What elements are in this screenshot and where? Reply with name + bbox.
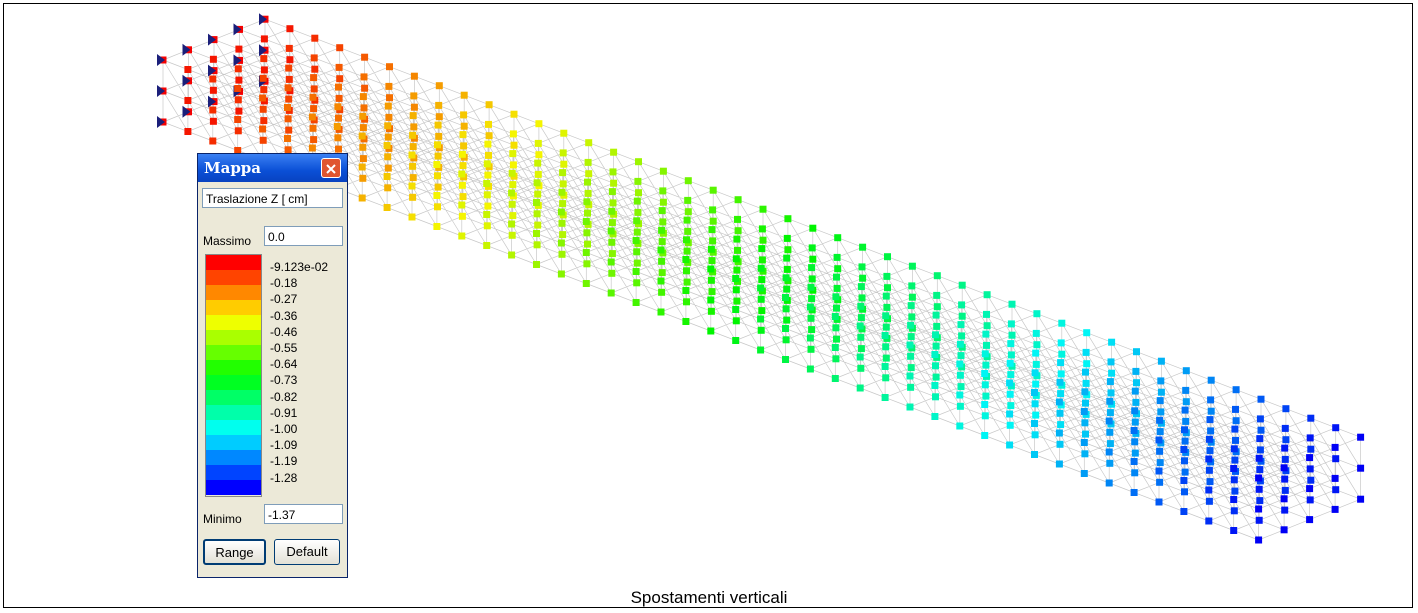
scale-label: -0.64 — [270, 358, 297, 370]
scale-swatch — [206, 360, 261, 375]
scale-label: -1.00 — [270, 423, 297, 435]
scale-swatch — [206, 405, 261, 420]
scale-label: -0.73 — [270, 374, 297, 386]
scale-label: -0.18 — [270, 277, 297, 289]
scale-label: -0.55 — [270, 342, 297, 354]
default-button[interactable]: Default — [274, 539, 340, 565]
scale-label: -0.46 — [270, 326, 297, 338]
scale-swatch — [206, 330, 261, 345]
scale-swatch — [206, 390, 261, 405]
scale-swatch — [206, 300, 261, 315]
scale-label: -1.09 — [270, 439, 297, 451]
map-window: Mappa Traslazione Z [ cm] Massimo 0.0 Mi… — [197, 153, 348, 578]
scale-label: -0.82 — [270, 391, 297, 403]
scale-swatch — [206, 465, 261, 480]
scale-label: -9.123e-02 — [270, 261, 328, 273]
scale-swatch — [206, 480, 261, 495]
min-field[interactable]: -1.37 — [264, 504, 343, 524]
scale-swatch — [206, 315, 261, 330]
min-label: Minimo — [203, 512, 242, 526]
scale-label: -0.91 — [270, 407, 297, 419]
scale-swatch — [206, 270, 261, 285]
scale-swatch — [206, 255, 261, 270]
page: Spostamenti verticali Mappa Traslazione … — [0, 0, 1418, 613]
scale-swatch — [206, 420, 261, 435]
scale-swatch — [206, 345, 261, 360]
caption: Spostamenti verticali — [0, 588, 1418, 608]
scale-swatch — [206, 285, 261, 300]
range-button[interactable]: Range — [203, 539, 266, 565]
max-field[interactable]: 0.0 — [264, 226, 343, 246]
max-label: Massimo — [203, 234, 251, 248]
scale-label: -0.27 — [270, 293, 297, 305]
title-bar: Mappa — [198, 154, 347, 182]
quantity-field[interactable]: Traslazione Z [ cm] — [202, 188, 343, 208]
close-button[interactable] — [321, 158, 341, 178]
window-title: Mappa — [204, 159, 261, 177]
scale-swatch — [206, 435, 261, 450]
scale-label: -1.19 — [270, 455, 297, 467]
scale-label: -1.28 — [270, 472, 297, 484]
scale-swatch — [206, 375, 261, 390]
scale-label: -0.36 — [270, 310, 297, 322]
color-scale — [205, 254, 262, 497]
scale-swatch — [206, 450, 261, 465]
